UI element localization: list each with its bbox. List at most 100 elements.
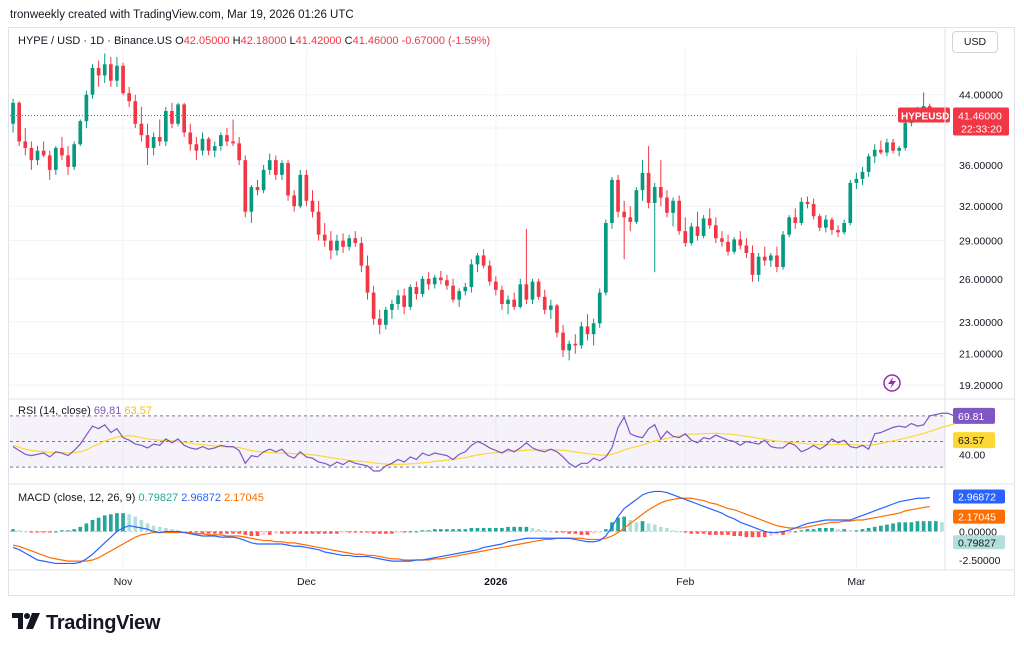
candle-body bbox=[402, 295, 406, 307]
macd-histogram-bar bbox=[927, 521, 932, 532]
macd-histogram-bar bbox=[335, 531, 339, 534]
macd-value-tag-label: 2.96872 bbox=[958, 491, 996, 503]
rsi-ma-tag-label: 63.57 bbox=[958, 435, 984, 447]
high-label: H bbox=[232, 35, 241, 47]
macd-histogram-bar bbox=[885, 524, 889, 532]
candle-body bbox=[329, 240, 333, 251]
macd-histogram-bar bbox=[512, 526, 516, 532]
macd-histogram-bar bbox=[280, 531, 284, 534]
macd-histogram-bar bbox=[329, 531, 333, 534]
price-tick-label: 44.00000 bbox=[959, 90, 1003, 102]
macd-legend-hist: 0.79827 bbox=[138, 492, 179, 504]
candle-body bbox=[597, 292, 602, 324]
candle-body bbox=[157, 136, 162, 142]
candle-body bbox=[604, 223, 608, 293]
candle-body bbox=[530, 281, 535, 300]
low-value: 41.42000 bbox=[295, 35, 342, 47]
macd-legend-name[interactable]: MACD (close, 12, 26, 9) bbox=[18, 492, 136, 504]
candle-body bbox=[377, 318, 382, 325]
macd-histogram-bar bbox=[707, 531, 712, 535]
candle-body bbox=[322, 234, 327, 241]
candle-body bbox=[426, 278, 431, 285]
rsi-legend-ma: 63.57 bbox=[124, 405, 152, 417]
macd-histogram-bar bbox=[793, 531, 798, 533]
macd-histogram-bar bbox=[84, 523, 89, 532]
candle-body bbox=[512, 299, 516, 307]
macd-histogram-bar bbox=[469, 528, 474, 532]
macd-histogram-bar bbox=[897, 522, 901, 532]
macd-histogram-bar bbox=[402, 531, 406, 533]
low-label: L bbox=[289, 35, 296, 47]
candle-body bbox=[139, 123, 144, 136]
time-tick-label: 2026 bbox=[484, 576, 508, 588]
candle-body bbox=[481, 255, 486, 266]
macd-histogram-bar bbox=[860, 529, 865, 532]
macd-histogram-bar bbox=[842, 529, 846, 532]
candle-body bbox=[646, 172, 651, 203]
candle-body bbox=[842, 223, 846, 233]
logo-text: TradingView bbox=[46, 612, 161, 634]
macd-histogram-bar bbox=[805, 529, 810, 532]
macd-histogram-bar bbox=[915, 521, 920, 532]
macd-histogram-bar bbox=[127, 514, 131, 532]
candle-body bbox=[78, 121, 83, 145]
candle-body bbox=[591, 323, 596, 335]
candle-body bbox=[286, 163, 290, 196]
macd-histogram-bar bbox=[157, 526, 162, 532]
candle-body bbox=[96, 67, 101, 76]
macd-histogram-bar bbox=[848, 530, 853, 532]
candle-body bbox=[243, 160, 248, 212]
macd-legend-macd: 2.96872 bbox=[181, 492, 222, 504]
macd-histogram-bar bbox=[133, 516, 138, 532]
macd-histogram-bar bbox=[604, 529, 608, 532]
chart-frame bbox=[8, 27, 1015, 596]
macd-histogram-bar bbox=[60, 530, 64, 532]
rsi-value-tag bbox=[953, 407, 995, 424]
candle-body bbox=[274, 160, 278, 175]
macd-histogram-bar bbox=[445, 529, 449, 532]
candle-body bbox=[500, 289, 504, 304]
candle-body bbox=[396, 295, 400, 304]
candle-body bbox=[824, 219, 828, 228]
macd-histogram-bar bbox=[518, 526, 523, 532]
macd-histogram-bar bbox=[671, 530, 675, 532]
macd-histogram-bar bbox=[585, 531, 590, 535]
rsi-ma-tag bbox=[953, 432, 995, 449]
macd-histogram-bar bbox=[377, 531, 382, 534]
macd-histogram-bar bbox=[200, 531, 205, 534]
candle-body bbox=[316, 211, 321, 235]
macd-histogram-bar bbox=[744, 531, 749, 538]
macd-histogram-bar bbox=[109, 514, 113, 532]
candle-body bbox=[781, 234, 785, 267]
macd-histogram-bar bbox=[891, 523, 895, 532]
macd-histogram-bar bbox=[212, 531, 217, 534]
macd-histogram-bar bbox=[316, 531, 321, 534]
macd-tick-label: -2.50000 bbox=[959, 555, 1001, 567]
macd-legend: MACD (close, 12, 26, 9) 0.79827 2.96872 … bbox=[18, 492, 264, 504]
candle-body bbox=[738, 239, 743, 246]
rsi-legend-name[interactable]: RSI (14, close) bbox=[18, 405, 91, 417]
candle-body bbox=[628, 217, 633, 222]
macd-histogram-bar bbox=[286, 531, 290, 534]
macd-histogram-bar bbox=[628, 520, 633, 532]
macd-histogram-bar bbox=[591, 531, 596, 534]
candle-body bbox=[66, 155, 70, 167]
candle-body bbox=[695, 226, 700, 236]
candle-body bbox=[561, 332, 565, 351]
candle-body bbox=[799, 201, 804, 224]
candle-body bbox=[885, 142, 889, 153]
macd-histogram-bar bbox=[561, 531, 565, 533]
currency-button[interactable]: USD bbox=[952, 31, 998, 53]
candle-body bbox=[35, 150, 40, 161]
macd-histogram-bar bbox=[714, 531, 718, 535]
symbol-name[interactable]: HYPE / USD · 1D · Binance.US bbox=[18, 35, 173, 47]
macd-histogram-bar bbox=[530, 528, 535, 532]
macd-histogram-bar bbox=[836, 529, 840, 532]
candle-body bbox=[432, 277, 437, 285]
tradingview-logo[interactable]: TradingView bbox=[12, 612, 160, 635]
price-tick-label: 32.00000 bbox=[959, 201, 1003, 213]
macd-histogram-bar bbox=[139, 520, 144, 532]
candle-body bbox=[726, 241, 730, 252]
price-tag-value: 41.46000 bbox=[958, 111, 1002, 123]
